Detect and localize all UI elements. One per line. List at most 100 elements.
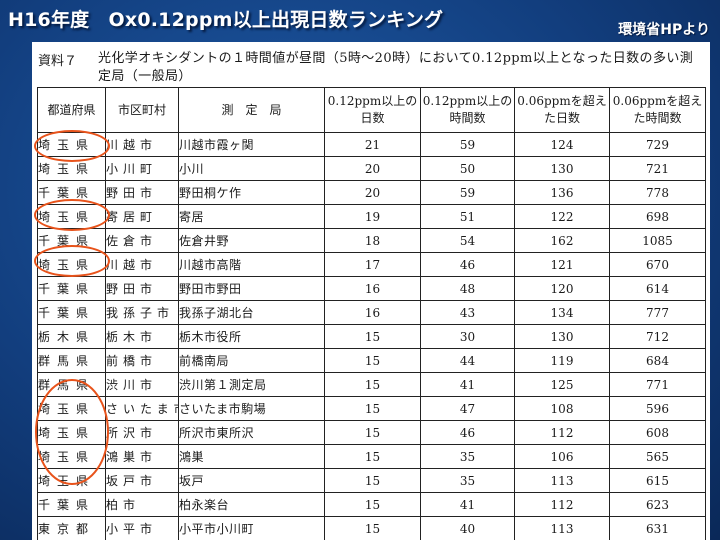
days-006-cell: 113 [514,468,610,493]
days-006-cell: 125 [514,372,610,397]
prefecture-cell: 千葉県 [37,228,106,253]
prefecture-cell: 埼玉県 [37,468,106,493]
prefecture-cell: 埼玉県 [37,204,106,229]
document-description: 光化学オキシダントの１時間値が昼間（5時～20時）において0.12ppm以上とな… [98,51,694,84]
days-006-cell: 108 [514,396,610,421]
prefecture-cell: 群馬県 [37,372,106,397]
days-012-cell: 18 [324,228,421,253]
hours-006-cell: 721 [609,156,706,181]
city-cell: 鴻巣市 [105,444,179,469]
hours-006-cell: 778 [609,180,706,205]
hours-006-cell: 729 [609,132,706,157]
hours-006-cell: 777 [609,300,706,325]
city-cell: 川越市 [105,252,179,277]
prefecture-cell: 埼玉県 [37,156,106,181]
city-cell: 渋川市 [105,372,179,397]
hours-006-cell: 771 [609,372,706,397]
days-012-cell: 15 [324,444,421,469]
hours-012-cell: 50 [420,156,515,181]
days-012-cell: 16 [324,300,421,325]
prefecture-cell: 千葉県 [37,180,106,205]
document-page: 資料７ 光化学オキシダントの１時間値が昼間（5時～20時）において0.12ppm… [32,42,710,540]
days-012-cell: 15 [324,420,421,445]
hours-006-cell: 565 [609,444,706,469]
table-row: 千葉県 柏市 柏永楽台 15 41 112 623 [37,492,706,517]
prefecture-cell: 栃木県 [37,324,106,349]
table-row: 千葉県 我孫子市 我孫子湖北台 16 43 134 777 [37,300,706,325]
days-012-cell: 20 [324,156,421,181]
prefecture-cell: 埼玉県 [37,252,106,277]
prefecture-cell: 千葉県 [37,276,106,301]
hours-006-cell: 698 [609,204,706,229]
prefecture-cell: 東京都 [37,516,106,540]
prefecture-cell: 千葉県 [37,492,106,517]
days-006-cell: 112 [514,420,610,445]
table-body: 埼玉県 川越市 川越市霞ヶ関 21 59 124 729 埼玉県 小川町 小川 20 50 130 721… [37,132,706,540]
table-row: 東京都 小平市 小平市小川町 15 40 113 631 [37,516,706,540]
header-station: 測 定 局 [178,87,325,133]
station-cell: 佐倉井野 [178,228,325,253]
hours-012-cell: 41 [420,372,515,397]
days-006-cell: 119 [514,348,610,373]
hours-006-cell: 684 [609,348,706,373]
table-row: 千葉県 野田市 野田桐ケ作 20 59 136 778 [37,180,706,205]
hours-006-cell: 615 [609,468,706,493]
table-row: 埼玉県 鴻巣市 鴻巣 15 35 106 565 [37,444,706,469]
days-006-cell: 124 [514,132,610,157]
station-cell: 野田市野田 [178,276,325,301]
city-cell: 柏市 [105,492,179,517]
ranking-table: 都道府県 市区町村 測 定 局 0.12ppm以上の日数 0.12ppm以上の時… [37,87,706,540]
city-cell: 野田市 [105,276,179,301]
city-cell: 小川町 [105,156,179,181]
station-cell: 小平市小川町 [178,516,325,540]
days-012-cell: 15 [324,516,421,540]
hours-012-cell: 46 [420,252,515,277]
city-cell: 佐倉市 [105,228,179,253]
station-cell: さいたま市駒場 [178,396,325,421]
days-006-cell: 120 [514,276,610,301]
table-row: 埼玉県 坂戸市 坂戸 15 35 113 615 [37,468,706,493]
prefecture-cell: 埼玉県 [37,396,106,421]
city-cell: 寄居町 [105,204,179,229]
hours-012-cell: 30 [420,324,515,349]
days-012-cell: 19 [324,204,421,229]
table-row: 埼玉県 川越市 川越市霞ヶ関 21 59 124 729 [37,132,706,157]
station-cell: 坂戸 [178,468,325,493]
days-012-cell: 16 [324,276,421,301]
hours-006-cell: 608 [609,420,706,445]
table-row: 群馬県 渋川市 渋川第１測定局 15 41 125 771 [37,372,706,397]
hours-012-cell: 47 [420,396,515,421]
days-012-cell: 17 [324,252,421,277]
header-city: 市区町村 [105,87,179,133]
station-cell: 柏永楽台 [178,492,325,517]
city-cell: 野田市 [105,180,179,205]
days-006-cell: 121 [514,252,610,277]
document-label: 資料７ [38,54,78,69]
station-cell: 渋川第１測定局 [178,372,325,397]
hours-012-cell: 41 [420,492,515,517]
station-cell: 我孫子湖北台 [178,300,325,325]
hours-012-cell: 51 [420,204,515,229]
station-cell: 鴻巣 [178,444,325,469]
days-006-cell: 162 [514,228,610,253]
header-row: 都道府県 市区町村 測 定 局 0.12ppm以上の日数 0.12ppm以上の時… [37,87,706,133]
hours-006-cell: 596 [609,396,706,421]
city-cell: 川越市 [105,132,179,157]
hours-012-cell: 44 [420,348,515,373]
station-cell: 小川 [178,156,325,181]
hours-012-cell: 54 [420,228,515,253]
hours-006-cell: 614 [609,276,706,301]
prefecture-cell: 埼玉県 [37,420,106,445]
table-row: 埼玉県 寄居町 寄居 19 51 122 698 [37,204,706,229]
hours-012-cell: 46 [420,420,515,445]
days-006-cell: 134 [514,300,610,325]
days-006-cell: 130 [514,324,610,349]
hours-012-cell: 43 [420,300,515,325]
prefecture-cell: 埼玉県 [37,444,106,469]
prefecture-cell: 千葉県 [37,300,106,325]
days-006-cell: 112 [514,492,610,517]
city-cell: 我孫子市 [105,300,179,325]
table-row: 千葉県 野田市 野田市野田 16 48 120 614 [37,276,706,301]
city-cell: 所沢市 [105,420,179,445]
city-cell: 栃木市 [105,324,179,349]
